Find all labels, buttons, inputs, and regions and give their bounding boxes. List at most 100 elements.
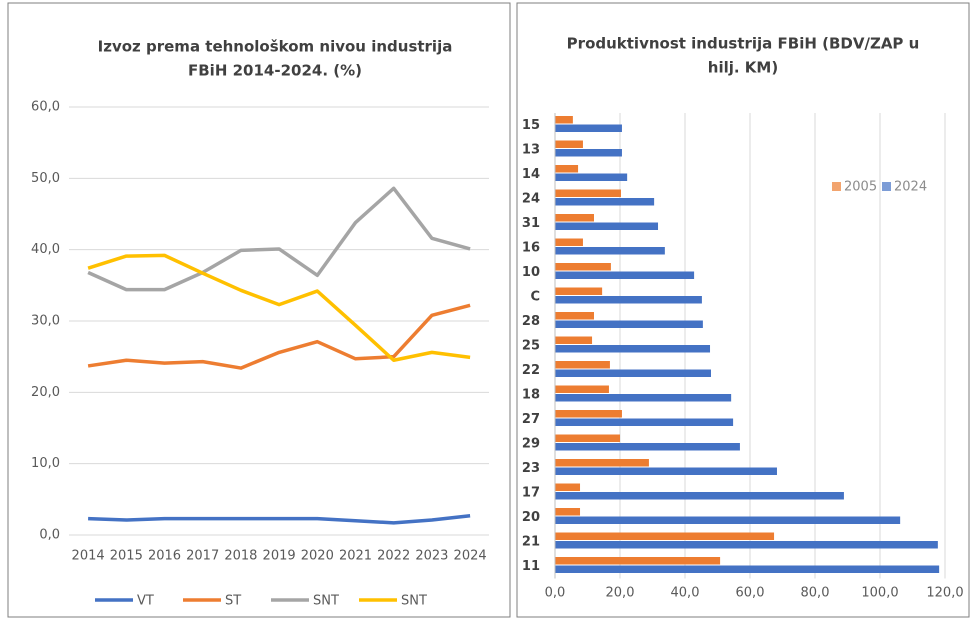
category-label: 18 [522, 387, 540, 402]
category-label: 29 [522, 436, 540, 451]
bar [555, 492, 844, 500]
x-tick-label: 120,0 [926, 586, 963, 601]
line-series [88, 514, 471, 525]
bar [555, 198, 655, 206]
legend-label: VT [137, 594, 154, 609]
bar [555, 394, 732, 402]
category-label: 10 [522, 265, 540, 280]
legend-swatch [882, 182, 891, 191]
bar [555, 263, 611, 271]
bar [555, 369, 711, 377]
category-label: 14 [522, 167, 540, 182]
bar [555, 149, 622, 157]
category-label: 16 [522, 240, 540, 255]
line-series [87, 186, 471, 292]
x-tick-label: 2023 [415, 549, 448, 564]
bar [555, 361, 610, 369]
bar [555, 140, 583, 148]
chart-title: Produktivnost industrija FBiH (BDV/ZAP u [567, 35, 920, 53]
x-tick-label: 0,0 [545, 586, 566, 601]
x-tick-label: 2018 [224, 549, 257, 564]
category-label: 20 [522, 510, 540, 525]
x-tick-label: 2015 [110, 549, 143, 564]
y-tick-label: 10,0 [31, 456, 60, 471]
x-tick-label: 40,0 [671, 586, 700, 601]
x-tick-label: 2014 [72, 549, 105, 564]
bar [555, 532, 775, 540]
category-label: 17 [522, 485, 540, 500]
bar [555, 541, 938, 549]
bar [555, 247, 665, 255]
bar [555, 271, 695, 279]
bar [555, 312, 594, 320]
y-tick-label: 30,0 [31, 314, 60, 329]
x-tick-label: 20,0 [606, 586, 635, 601]
x-tick-label: 60,0 [736, 586, 765, 601]
category-label: 24 [522, 191, 540, 206]
y-tick-label: 0,0 [39, 528, 60, 543]
bar [555, 173, 628, 181]
y-tick-label: 40,0 [31, 242, 60, 257]
bar [555, 565, 940, 573]
bar [555, 516, 901, 524]
x-tick-label: 2019 [263, 549, 296, 564]
line-series [87, 253, 471, 362]
chart-title: FBiH 2014-2024. (%) [188, 62, 362, 80]
chart-title: Izvoz prema tehnološkom nivou industrija [98, 38, 453, 56]
category-label: 21 [522, 534, 540, 549]
bar [555, 238, 583, 246]
x-tick-label: 2022 [377, 549, 410, 564]
category-label: 11 [522, 559, 540, 574]
legend-label: SNT [313, 594, 339, 609]
category-label: 25 [522, 338, 540, 353]
bar [555, 320, 703, 328]
category-label: 22 [522, 363, 540, 378]
bar [555, 385, 609, 393]
bar [555, 116, 573, 124]
category-label: 31 [522, 216, 540, 231]
category-label: C [530, 289, 540, 304]
bar [555, 410, 622, 418]
x-tick-label: 2024 [454, 549, 487, 564]
bar [555, 296, 702, 304]
bar [555, 214, 594, 222]
y-tick-label: 50,0 [31, 171, 60, 186]
category-label: 28 [522, 314, 540, 329]
chart-title: hilj. KM) [708, 59, 778, 77]
bar [555, 467, 777, 475]
x-tick-label: 80,0 [801, 586, 830, 601]
legend-label: 2005 [844, 180, 877, 195]
left-panel [7, 2, 511, 618]
bar [555, 222, 659, 230]
category-label: 15 [522, 118, 540, 133]
bar [555, 189, 621, 197]
legend-swatch [832, 182, 841, 191]
y-tick-label: 20,0 [31, 385, 60, 400]
bar [555, 459, 649, 467]
legend-label: ST [225, 594, 241, 609]
bar [555, 336, 593, 344]
right-panel [516, 2, 970, 618]
legend-label: SNT [401, 594, 427, 609]
bar [555, 508, 581, 516]
x-tick-label: 2016 [148, 549, 181, 564]
bar [555, 483, 581, 491]
bar [555, 165, 579, 173]
legend-label: 2024 [894, 180, 927, 195]
x-tick-label: 2017 [186, 549, 219, 564]
bar [555, 434, 620, 442]
x-tick-label: 2020 [301, 549, 334, 564]
bar [555, 287, 603, 295]
x-tick-label: 100,0 [861, 586, 898, 601]
bar [555, 124, 622, 132]
bar [555, 345, 711, 353]
category-label: 27 [522, 412, 540, 427]
bar [555, 557, 721, 565]
bar [555, 418, 734, 426]
bar [555, 443, 740, 451]
line-series [87, 303, 471, 370]
category-label: 23 [522, 461, 540, 476]
x-tick-label: 2021 [339, 549, 372, 564]
